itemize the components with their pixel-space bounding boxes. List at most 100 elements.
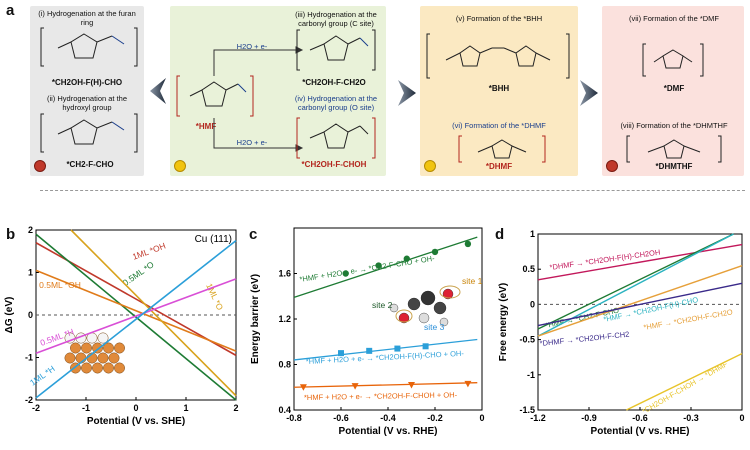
atom-4	[442, 288, 454, 300]
chart-panel-c: -0.8 -0.6 -0.4 -0.2 0 0.4 0.8 1.2 1.6 Potential (…	[250, 227, 485, 437]
panel-b-label: b	[6, 226, 16, 243]
site-1-label: site 1	[462, 276, 483, 286]
atom	[92, 362, 103, 374]
sad-face-icon	[34, 160, 46, 172]
reaction-arrows	[213, 46, 304, 152]
title-o-site: (iv) Hydrogenation at the carbonyl group…	[294, 94, 378, 112]
series-line-4	[35, 278, 237, 354]
title-dmf: (vii) Formation of the *DMF	[628, 14, 720, 23]
series-line-3	[70, 229, 237, 397]
series-fit-2	[293, 382, 478, 388]
atom-5	[418, 312, 430, 324]
x-axis-label: Potential (V vs. RHE)	[339, 426, 438, 437]
point-2-1	[351, 383, 359, 390]
series-label-5: *CH2OH-F-CHOH → *DHMF	[641, 359, 730, 416]
y-axis-label: ΔG (eV)	[4, 297, 15, 334]
atom	[103, 362, 114, 374]
atom	[97, 352, 109, 364]
arrow-left-icon	[150, 78, 166, 104]
point-1-0	[338, 350, 344, 357]
series-line-3	[537, 265, 743, 337]
y-tick-label-1: -1	[527, 370, 535, 380]
molecule-furan-ring	[40, 27, 138, 67]
y-tick-label-0: -2	[25, 395, 33, 405]
product-dmf: *DMF	[663, 84, 685, 93]
molecule-c-site	[296, 29, 376, 71]
atom	[64, 352, 76, 364]
panel-a-label: a	[6, 2, 15, 19]
point-2-2	[408, 381, 415, 389]
yellow-pathway-panel	[420, 6, 578, 176]
molecule-dhmf	[458, 135, 546, 163]
point-2-0	[299, 384, 307, 391]
product-bhh: *BHH	[488, 84, 510, 93]
atom-3	[398, 312, 410, 324]
series-label-0: 1ML *OH	[131, 241, 167, 262]
y-tick-label-2: 1.2	[278, 314, 291, 324]
atom	[114, 342, 125, 354]
atom	[103, 342, 114, 354]
point-0-3	[431, 248, 439, 256]
series-line-0	[537, 243, 743, 281]
pink-pathway-panel	[602, 6, 744, 176]
x-tick-label-3: 1	[183, 403, 188, 413]
molecule-dmf	[642, 43, 704, 77]
y-tick-label-0: 0.4	[278, 405, 291, 415]
x-tick-label-1: -0.6	[333, 413, 349, 423]
point-1-1	[366, 347, 373, 354]
y-tick-label-4: 0.5	[522, 264, 535, 274]
series-line-4	[537, 282, 743, 327]
series-label-2: *HMF + H2O + e- → *CH2OH-F-CHOH + OH-	[304, 390, 458, 402]
series-line-5	[35, 239, 237, 399]
site-2-label: site 2	[372, 300, 393, 310]
chart-panel-b: -2 -1 0 1 2 -2 -1 0 1 2 Potential (V vs. SHE) ΔG (e…	[4, 225, 239, 427]
atom	[97, 332, 109, 344]
x-tick-label-2: -0.4	[380, 413, 396, 423]
title-bhh: (v) Formation of the *BHH	[455, 14, 543, 23]
y-tick-label-1: -1	[25, 353, 33, 363]
point-0-1	[375, 262, 382, 269]
x-tick-label-3: -0.3	[683, 413, 699, 423]
series-label-0: *HMF + H2O + e- → *CH2-F-CHO + OH-	[299, 254, 436, 284]
y-tick-label-3: 0	[530, 299, 535, 309]
atom	[108, 352, 120, 364]
point-1-2	[394, 345, 401, 352]
point-0-4	[464, 240, 472, 248]
x-tick-label-3: -0.2	[427, 413, 443, 423]
y-axis-label: Energy barrier (eV)	[250, 274, 261, 364]
series-line-1	[537, 233, 734, 330]
y-tick-label-4: 2	[28, 225, 33, 235]
y-axis-label: Free energy (eV)	[498, 283, 509, 361]
x-tick-label-4: 0	[479, 413, 484, 423]
arrow-right-icon	[398, 80, 416, 106]
arrow-right-icon-2	[580, 80, 598, 106]
site-1-ring	[439, 285, 461, 299]
inset-molecule	[389, 288, 454, 327]
x-tick-label-0: -1.2	[530, 413, 546, 423]
panel-a-schematics	[40, 27, 722, 163]
product-dhmf: *DHMF	[485, 162, 513, 171]
product-o-site: *CH2OH-F-CHOH	[301, 160, 367, 169]
x-tick-label-0: -2	[32, 403, 40, 413]
x-tick-label-1: -0.9	[581, 413, 597, 423]
atom-7	[439, 317, 449, 327]
y-tick-label-0: -1.5	[519, 405, 535, 415]
atom	[114, 362, 125, 374]
title-dhmf: (vi) Formation of the *DHMF	[452, 121, 546, 130]
y-tick-label-3: 1	[28, 268, 33, 278]
series-label-1: *HMF + H2O + e- → *CH2OH-F(H)-CHO + OH-	[306, 349, 465, 366]
product-hydroxyl-group: *CH2-F-CHO	[66, 160, 114, 169]
panel-d-label: d	[495, 226, 505, 243]
sad-face-icon-2	[606, 160, 618, 172]
section-divider	[40, 190, 745, 191]
y-tick-label-1: 0.8	[278, 360, 291, 370]
title-hydroxyl-group: (ii) Hydrogenation at the hydroxyl group	[46, 94, 128, 112]
x-axis-label: Potential (V vs. RHE)	[591, 426, 690, 437]
x-tick-label-4: 2	[233, 403, 238, 413]
point-0-2	[403, 255, 410, 262]
happy-face-icon	[174, 160, 186, 172]
molecule-hydroxyl-group	[40, 113, 138, 153]
point-1-3	[422, 343, 429, 350]
happy-face-icon-2	[424, 160, 436, 172]
point-0-0	[342, 270, 349, 277]
